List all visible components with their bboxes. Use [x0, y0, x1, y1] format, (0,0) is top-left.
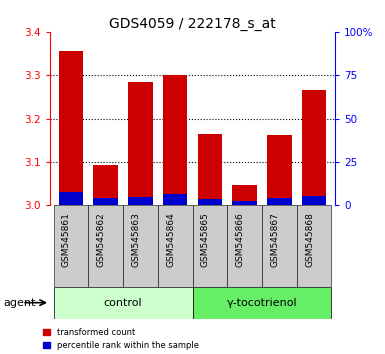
Text: agent: agent	[4, 298, 36, 308]
Legend: transformed count, percentile rank within the sample: transformed count, percentile rank withi…	[43, 328, 199, 350]
Text: control: control	[104, 298, 142, 308]
Title: GDS4059 / 222178_s_at: GDS4059 / 222178_s_at	[109, 17, 276, 31]
Text: GSM545861: GSM545861	[62, 212, 71, 267]
Text: GSM545864: GSM545864	[166, 212, 175, 267]
FancyBboxPatch shape	[192, 205, 227, 287]
Bar	[302, 196, 326, 205]
Text: GSM545866: GSM545866	[236, 212, 244, 267]
Bar	[128, 82, 152, 205]
FancyBboxPatch shape	[227, 205, 262, 287]
FancyBboxPatch shape	[297, 205, 331, 287]
Bar	[94, 165, 118, 205]
FancyBboxPatch shape	[123, 205, 158, 287]
Bar	[94, 198, 118, 205]
Text: GSM545865: GSM545865	[201, 212, 210, 267]
Bar	[128, 196, 152, 205]
Text: GSM545868: GSM545868	[305, 212, 314, 267]
FancyBboxPatch shape	[192, 287, 331, 319]
Bar	[198, 134, 222, 205]
Bar	[267, 135, 291, 205]
Bar	[233, 201, 257, 205]
Bar	[198, 199, 222, 205]
Bar	[59, 192, 83, 205]
Bar	[59, 51, 83, 205]
FancyBboxPatch shape	[88, 205, 123, 287]
Bar	[302, 90, 326, 205]
FancyBboxPatch shape	[54, 205, 88, 287]
Bar	[163, 75, 187, 205]
Text: GSM545862: GSM545862	[97, 212, 105, 267]
FancyBboxPatch shape	[262, 205, 297, 287]
Bar	[267, 198, 291, 205]
Text: γ-tocotrienol: γ-tocotrienol	[227, 298, 297, 308]
Bar	[163, 194, 187, 205]
Text: GSM545863: GSM545863	[131, 212, 141, 267]
FancyBboxPatch shape	[158, 205, 192, 287]
FancyBboxPatch shape	[54, 287, 192, 319]
Bar	[233, 184, 257, 205]
Text: GSM545867: GSM545867	[270, 212, 280, 267]
